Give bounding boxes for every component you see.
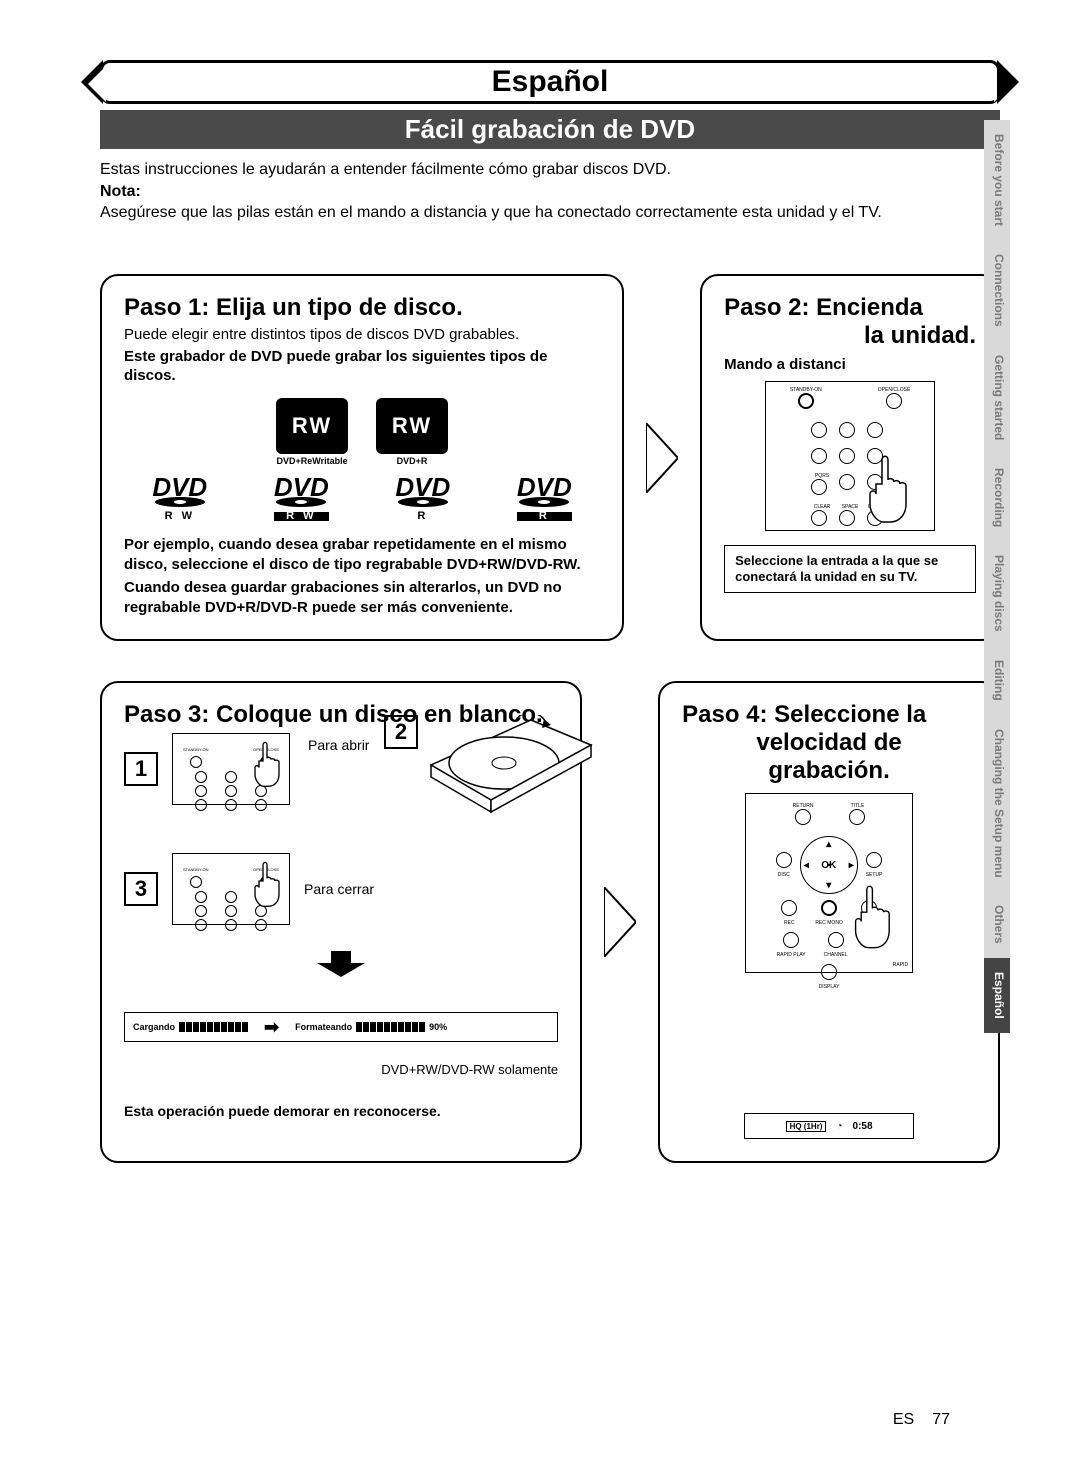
remote-diagram: STANDBY-ON OPEN/CLOSE PQRS CLEARSPACECM …	[765, 381, 935, 531]
dpad-icon: OK ▴▾ ◂▸	[800, 836, 858, 894]
hand-pointer-icon	[251, 738, 291, 788]
mini-remote-diagram: STANDBY-ON OPEN/CLOSE	[172, 853, 290, 925]
sidebar-tab[interactable]: Editing	[984, 646, 1010, 715]
substep-3: 3 STANDBY-ON OPEN/CLOSE Para c	[124, 853, 558, 925]
paso1-title: Paso 1: Elija un tipo de disco.	[124, 294, 600, 322]
sidebar-tab[interactable]: Others	[984, 891, 1010, 958]
substep-2: 2	[384, 715, 596, 845]
nota-label: Nota:	[100, 181, 1000, 203]
step-arrow-icon	[604, 887, 636, 957]
sidebar-tab[interactable]: Changing the Setup menu	[984, 715, 1010, 892]
paso2-title-l2: la unidad.	[724, 322, 976, 350]
progress-bar-icon	[179, 1022, 248, 1032]
mini-remote-diagram: STANDBY-ON OPEN/CLOSE	[172, 733, 290, 805]
sidebar-tab[interactable]: Recording	[984, 454, 1010, 541]
dvd-logo: DVDR	[395, 476, 450, 521]
lcd-display: HQ (1Hr) ◔ 0:58	[744, 1113, 914, 1139]
remote-label: Mando a distanci	[724, 356, 976, 373]
steps-row-1: Paso 1: Elija un tipo de disco. Puede el…	[100, 274, 1000, 641]
remote-diagram: RETURN TITLE DISC OK ▴▾ ◂▸ SETUP REC REC…	[745, 793, 913, 973]
paso1-bold1: Este grabador de DVD puede grabar los si…	[124, 347, 600, 386]
paso1-subtitle: Puede elegir entre distintos tipos de di…	[124, 326, 600, 343]
paso4-card: Paso 4: Seleccione la velocidad de graba…	[658, 681, 1000, 1163]
close-label: Para cerrar	[304, 881, 374, 897]
rw-badge: RW DVD+ReWritable	[276, 398, 348, 466]
intro-text: Estas instrucciones le ayudarán a entend…	[100, 159, 1000, 224]
hand-pointer-icon	[850, 880, 906, 950]
dvd-logo: DVDR W	[274, 476, 329, 521]
progress-bar-icon	[356, 1022, 425, 1032]
paso3-footnote: DVD+RW/DVD-RW solamente	[124, 1062, 558, 1077]
dvd-logo: DVDR	[517, 476, 572, 521]
step-arrow-icon	[646, 423, 678, 493]
step-number-icon: 2	[384, 715, 418, 749]
sidebar-tab-active[interactable]: Español	[984, 958, 1010, 1033]
paso1-card: Paso 1: Elija un tipo de disco. Puede el…	[100, 274, 624, 641]
paso4-title-l1: Paso 4: Seleccione la	[682, 701, 976, 729]
hand-pointer-icon	[251, 858, 291, 908]
step-number-icon: 3	[124, 872, 158, 906]
paso2-note: Seleccione la entrada a la que se conect…	[724, 545, 976, 594]
steps-row-2: Paso 3: Coloque un disco en blanco. 1 ST…	[100, 681, 1000, 1163]
paso3-card: Paso 3: Coloque un disco en blanco. 1 ST…	[100, 681, 582, 1163]
substep-1: 1 STANDBY-ON OPEN/CLOSE Para a	[124, 733, 558, 805]
open-label: Para abrir	[308, 737, 369, 753]
paso2-card: Paso 2: Encienda la unidad. Mando a dist…	[700, 274, 1000, 641]
hand-pointer-icon	[864, 450, 924, 524]
right-arrow-icon: ➡	[264, 1017, 279, 1038]
dvd-logo: DVDR W	[152, 476, 207, 521]
paso1-example1: Por ejemplo, cuando desea grabar repetid…	[124, 535, 600, 574]
dvd-logos-row: DVDR W DVDR W DVDR DVDR	[124, 476, 600, 521]
disc-tray-icon	[426, 715, 596, 845]
paso1-example2: Cuando desea guardar grabaciones sin alt…	[124, 578, 600, 617]
language-banner: Español	[100, 60, 1000, 104]
sidebar-tab[interactable]: Getting started	[984, 341, 1010, 454]
down-arrow-icon	[124, 949, 558, 984]
paso4-title-l3: grabación.	[682, 757, 976, 785]
intro-line: Estas instrucciones le ayudarán a entend…	[100, 159, 1000, 181]
section-title-bar: Fácil grabación de DVD	[100, 110, 1000, 149]
manual-page: Español Fácil grabación de DVD Estas ins…	[0, 0, 1080, 1469]
paso2-title-l1: Paso 2: Encienda	[724, 294, 976, 322]
rw-badge: RW DVD+R	[376, 398, 448, 466]
banner-title: Español	[492, 65, 609, 99]
sidebar-tab[interactable]: Before you start	[984, 120, 1010, 240]
sidebar-tab[interactable]: Connections	[984, 240, 1010, 341]
paso3-footnote-bold: Esta operación puede demorar en reconoce…	[124, 1103, 558, 1119]
section-tabs-sidebar: Before you start Connections Getting sta…	[984, 120, 1010, 1033]
step-number-icon: 1	[124, 752, 158, 786]
paso4-title-l2: velocidad de	[682, 729, 976, 757]
page-number: ES77	[893, 1411, 950, 1429]
disc-icon: ◔	[836, 1121, 842, 1132]
lcd-display: Cargando ➡ Formateando 90%	[124, 1012, 558, 1042]
sidebar-tab[interactable]: Playing discs	[984, 541, 1010, 646]
rw-badges-row: RW DVD+ReWritable RW DVD+R	[124, 398, 600, 466]
intro-line: Asegúrese que las pilas están en el mand…	[100, 202, 1000, 224]
